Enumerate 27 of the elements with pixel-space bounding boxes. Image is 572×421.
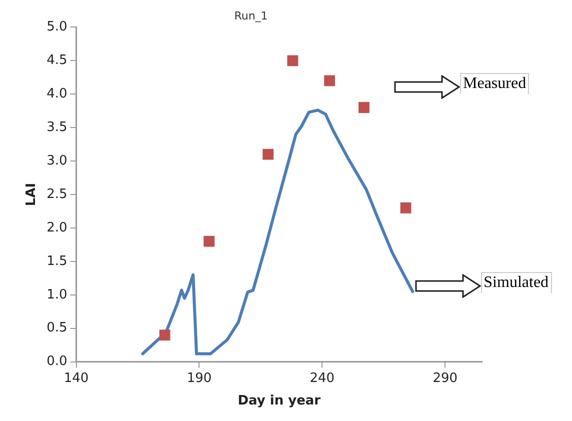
- point: [287, 55, 298, 66]
- x-axis-title: Day in year: [238, 394, 322, 409]
- y-tick-label: 0.0: [46, 354, 68, 370]
- chart-title: Run_1: [234, 9, 268, 22]
- point: [358, 102, 370, 113]
- x-tick-label: 190: [186, 370, 212, 386]
- x-tick-label: 140: [64, 370, 89, 386]
- y-tick-label: 3.5: [46, 120, 68, 135]
- text: Simulated: [480, 272, 552, 293]
- point: [324, 75, 335, 86]
- x-tick-label: 290: [432, 370, 458, 386]
- y-tick-label: 2.5: [46, 186, 68, 202]
- point: [400, 202, 412, 214]
- y-tick-label: 4.0: [46, 86, 68, 102]
- y-tick-label: 2.0: [46, 220, 68, 236]
- y-tick-label: 1.0: [46, 287, 68, 302]
- y-tick-label: 5.0: [46, 20, 68, 35]
- y-tick-label: 4.5: [46, 53, 68, 68]
- text: Measured: [460, 72, 530, 94]
- y-tick-label: 0.5: [46, 320, 68, 336]
- point: [204, 236, 215, 247]
- y-tick-label: 3.0: [46, 153, 68, 168]
- y-axis-title: LAI: [24, 182, 40, 206]
- x-tick-label: 240: [310, 370, 335, 386]
- point: [262, 148, 274, 160]
- y-tick-label: 1.5: [46, 254, 68, 269]
- point: [159, 330, 170, 340]
